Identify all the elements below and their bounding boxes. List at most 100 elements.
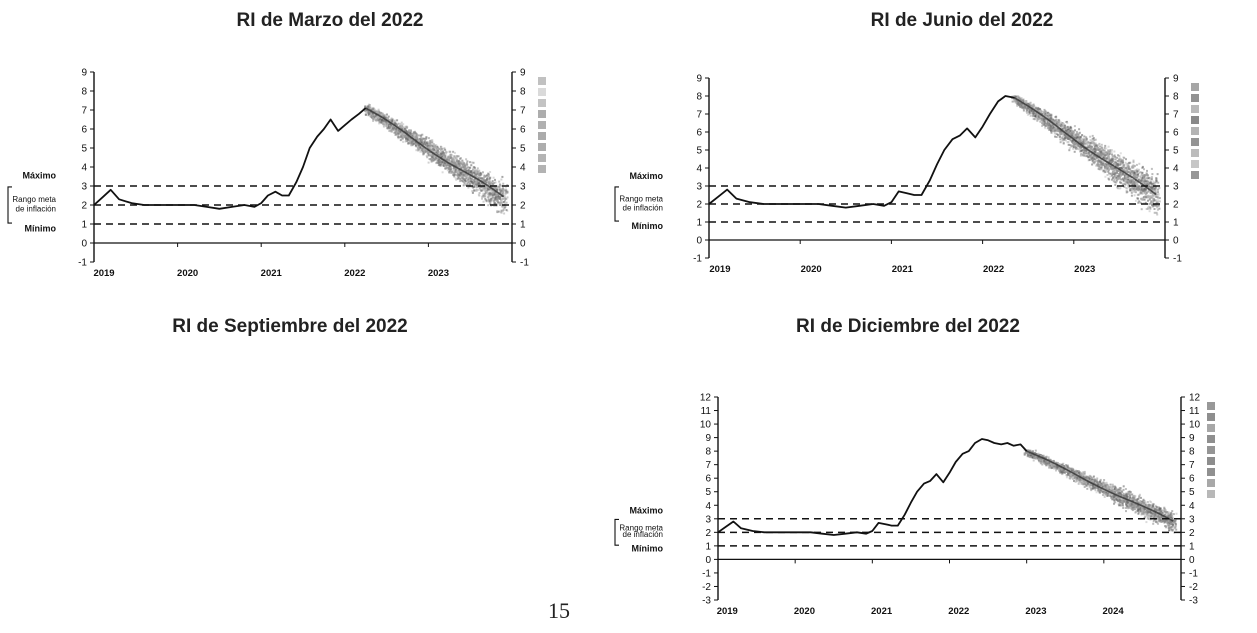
fan-dot [1152, 180, 1155, 183]
fan-dot [1123, 177, 1126, 180]
fan-dot [1149, 208, 1152, 210]
fan-dot [1157, 191, 1159, 194]
fan-dot [1099, 148, 1102, 150]
fan-dot [1083, 150, 1086, 153]
fan-dot [1100, 143, 1103, 146]
fan-dot [410, 144, 413, 147]
fan-dot [1057, 123, 1060, 126]
fan-dot [1094, 148, 1097, 151]
fan-dot [1149, 180, 1152, 183]
fan-dot [1032, 114, 1035, 117]
fan-dot [1119, 170, 1122, 173]
fan-dot [1061, 137, 1064, 139]
fan-dot [1115, 175, 1118, 177]
fan-dot [394, 122, 397, 125]
fan-dot [464, 173, 467, 176]
fan-dot [473, 181, 476, 184]
fan-dot [462, 178, 465, 181]
fan-dot [411, 133, 414, 136]
fan-dot [490, 199, 493, 202]
fan-dot [1137, 168, 1140, 171]
fan-dot [430, 149, 433, 152]
fan-dot [1091, 134, 1094, 137]
fan-dot [497, 201, 500, 204]
fan-dot [375, 117, 378, 120]
fan-dot [1085, 152, 1088, 155]
y-tick-label-right: 0 [1173, 236, 1179, 247]
fan-dot [453, 159, 456, 162]
fan-dot [435, 162, 438, 165]
fan-dot [1075, 133, 1078, 135]
fan-dot [477, 170, 479, 173]
fan-dot [479, 183, 482, 186]
fan-dot [1103, 151, 1106, 154]
fan-dot [1062, 141, 1065, 144]
fan-dot [452, 157, 455, 160]
fan-dot [1148, 182, 1151, 185]
fan-dot [474, 179, 477, 182]
fan-dot [1022, 109, 1025, 112]
fan-dot [1119, 163, 1122, 166]
fan-dot [1113, 177, 1116, 180]
fan-dot [1136, 177, 1139, 180]
fan-dot [1102, 151, 1105, 154]
fan-dot [1084, 140, 1087, 143]
fan-dot [432, 150, 435, 153]
fan-dot [1059, 141, 1062, 144]
fan-dot [1074, 134, 1077, 137]
fan-dot [1092, 143, 1095, 146]
fan-dot [450, 157, 453, 159]
fan-dot [1080, 137, 1083, 140]
fan-dot [452, 150, 455, 153]
fan-dot [1050, 118, 1053, 121]
fan-dot [418, 138, 421, 140]
fan-dot [505, 189, 508, 192]
fan-dot [1085, 137, 1088, 140]
fan-dot [1061, 122, 1064, 124]
fan-dot [491, 198, 494, 201]
fan-dot [1114, 184, 1117, 186]
fan-dot [1050, 115, 1053, 118]
fan-dot [1100, 149, 1103, 152]
fan-dot [498, 203, 501, 205]
fan-dot [1075, 141, 1078, 144]
fan-dot [388, 126, 391, 129]
fan-dot [1158, 200, 1161, 203]
fan-dot [1080, 145, 1083, 148]
fan-dot [493, 187, 496, 190]
fan-dot [493, 192, 496, 195]
fan-dot [417, 146, 420, 148]
fan-dot [1045, 120, 1048, 123]
chart-title-december: RI de Diciembre del 2022 [796, 316, 1020, 337]
fan-dot [1041, 125, 1044, 127]
fan-dot [430, 146, 433, 149]
fan-dot [1106, 155, 1109, 158]
fan-dot [1105, 147, 1108, 150]
fan-dot [449, 165, 452, 168]
fan-dot [1135, 172, 1138, 175]
fan-dot [1135, 188, 1138, 191]
fan-dot [380, 122, 383, 125]
fan-dot [1078, 132, 1081, 135]
fan-dot [407, 137, 410, 140]
fan-dot [444, 167, 447, 170]
fan-dot [1100, 168, 1103, 171]
fan-dot [481, 187, 484, 190]
fan-dot [1134, 176, 1137, 179]
fan-dot [1122, 169, 1125, 172]
fan-dot [1155, 193, 1158, 196]
fan-dot [1116, 164, 1119, 167]
fan-dot [1054, 128, 1057, 131]
fan-dot [409, 139, 412, 142]
fan-dot [1110, 178, 1113, 181]
fan-dot [1139, 197, 1142, 200]
fan-dot [457, 176, 460, 179]
fan-dot [1118, 156, 1121, 159]
fan-dot [461, 166, 464, 169]
fan-dot [1080, 153, 1083, 155]
fan-dot [460, 176, 463, 179]
fan-dot [1131, 171, 1134, 174]
fan-dot [1058, 136, 1061, 138]
fan-dot [1143, 180, 1146, 183]
fan-dot [394, 132, 397, 135]
